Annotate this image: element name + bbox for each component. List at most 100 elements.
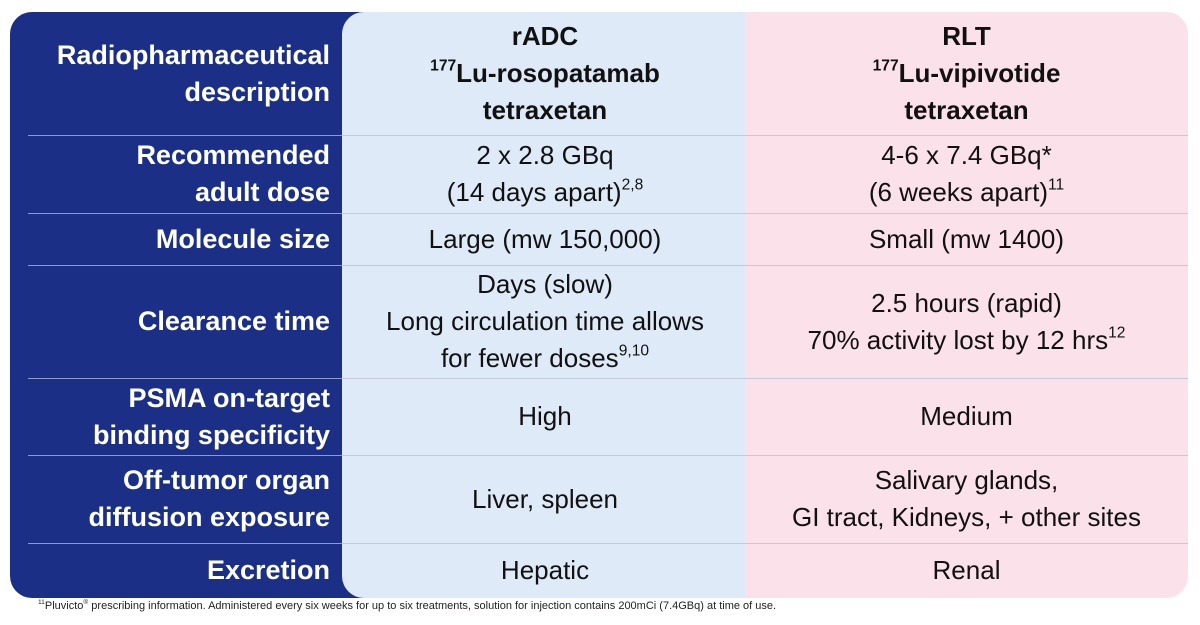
- text: Long circulation time allows: [386, 306, 704, 336]
- row-separator: [342, 135, 1188, 136]
- cell-line: tetraxetan: [745, 92, 1188, 129]
- text: Small (mw 1400): [868, 223, 1065, 254]
- row-label: Molecule size: [12, 213, 330, 265]
- cell-line: Renal: [745, 552, 1188, 589]
- row-separator: [28, 265, 342, 266]
- text: Days (slow): [477, 269, 613, 299]
- text: 70% activity lost by 12 hrs: [807, 324, 1109, 355]
- row-separator: [342, 265, 1188, 266]
- cell-line: for fewer doses9,10: [345, 340, 745, 377]
- superscript: 177: [872, 57, 899, 75]
- table-cell: High: [345, 378, 745, 455]
- cell-line: High: [345, 398, 745, 435]
- right-column: [720, 12, 1188, 598]
- table-cell: Medium: [745, 378, 1188, 455]
- cell-line: 2.5 hours (rapid): [745, 285, 1188, 322]
- text: High: [518, 401, 572, 431]
- text: 2.5 hours (rapid): [871, 287, 1062, 318]
- text: 2 x 2.8 GBq: [476, 140, 614, 170]
- table-cell: 2 x 2.8 GBq (14 days apart)2,8: [345, 135, 745, 213]
- row-separator: [342, 213, 1188, 214]
- text: Large (mw 150,000): [428, 223, 662, 254]
- cell-line: Small (mw 1400): [745, 221, 1188, 258]
- row-separator: [28, 455, 342, 456]
- footnote: 11Pluvicto® prescribing information. Adm…: [38, 599, 776, 612]
- cell-line: rADC: [345, 18, 745, 55]
- label-line: binding specificity: [92, 419, 330, 450]
- label-line: adult dose: [194, 177, 330, 207]
- text: RLT: [942, 21, 991, 51]
- row-separator: [28, 378, 342, 379]
- text: Renal: [932, 555, 1001, 585]
- row-label: Radiopharmaceutical description: [12, 12, 330, 135]
- text: Medium: [920, 401, 1013, 431]
- cell-line: Long circulation time allows: [345, 303, 745, 340]
- text: (6 weeks apart): [868, 177, 1048, 207]
- table-cell: 4-6 x 7.4 GBq* (6 weeks apart)11: [745, 135, 1188, 213]
- text: rADC: [511, 21, 579, 51]
- cell-line: Hepatic: [345, 552, 745, 589]
- label-line: Radiopharmaceutical: [56, 39, 330, 70]
- table-cell: rADC 177Lu-rosopatamab tetraxetan: [345, 12, 745, 135]
- text: Lu-rosopatamab: [456, 58, 660, 88]
- cell-line: Salivary glands,: [745, 462, 1188, 499]
- cell-line: Large (mw 150,000): [345, 221, 745, 258]
- table-cell: Hepatic: [345, 543, 745, 598]
- cell-line: Days (slow): [345, 266, 745, 303]
- label-line: diffusion exposure: [88, 502, 330, 532]
- table-cell: Liver, spleen: [345, 455, 745, 543]
- label-line: Clearance time: [137, 306, 330, 336]
- superscript: 177: [430, 57, 457, 75]
- text: Liver, spleen: [472, 483, 618, 514]
- table-cell: Small (mw 1400): [745, 213, 1188, 265]
- cell-line: Medium: [745, 398, 1188, 435]
- superscript: 9,10: [618, 342, 650, 360]
- label-line: description: [184, 76, 330, 107]
- row-separator: [342, 543, 1188, 544]
- label-line: Molecule size: [155, 223, 330, 254]
- row-label: Off-tumor organ diffusion exposure: [12, 455, 330, 543]
- row-label: Recommended adult dose: [12, 135, 330, 213]
- row-separator: [28, 543, 342, 544]
- text: GI tract, Kidneys, + other sites: [792, 502, 1141, 532]
- text: Salivary glands,: [874, 465, 1059, 495]
- row-label: PSMA on-target binding specificity: [12, 378, 330, 455]
- row-separator: [28, 213, 342, 214]
- cell-line: Liver, spleen: [345, 481, 745, 518]
- row-separator: [342, 378, 1188, 379]
- text: Lu-vipivotide: [898, 58, 1061, 88]
- table-cell: Salivary glands, GI tract, Kidneys, + oth…: [745, 455, 1188, 543]
- superscript: 11: [38, 599, 45, 607]
- cell-line: 4-6 x 7.4 GBq*: [745, 137, 1188, 174]
- table-cell: 2.5 hours (rapid) 70% activity lost by 12…: [745, 265, 1188, 378]
- label-line: PSMA on-target: [128, 382, 331, 413]
- cell-line: 2 x 2.8 GBq: [345, 137, 745, 174]
- row-separator: [28, 135, 342, 136]
- row-label: Clearance time: [12, 265, 330, 378]
- superscript: 12: [1108, 323, 1126, 341]
- text: for fewer doses: [440, 343, 619, 373]
- superscript: ®: [83, 599, 89, 607]
- cell-line: 70% activity lost by 12 hrs12: [745, 322, 1188, 359]
- cell-line: GI tract, Kidneys, + other sites: [745, 499, 1188, 536]
- text: 4-6 x 7.4 GBq*: [881, 140, 1052, 170]
- text: Hepatic: [500, 555, 590, 585]
- table-cell: Renal: [745, 543, 1188, 598]
- cell-line: tetraxetan: [345, 92, 745, 129]
- label-line: Off-tumor organ: [123, 465, 330, 495]
- middle-column: [342, 12, 745, 598]
- cell-line: 177Lu-vipivotide: [745, 55, 1188, 92]
- superscript: 2,8: [621, 176, 644, 194]
- table-cell: RLT 177Lu-vipivotide tetraxetan: [745, 12, 1188, 135]
- cell-line: (14 days apart)2,8: [345, 174, 745, 211]
- text: tetraxetan: [482, 95, 608, 125]
- text: (14 days apart): [446, 177, 622, 207]
- table-cell: Days (slow) Long circulation time allows f…: [345, 265, 745, 378]
- row-separator: [342, 455, 1188, 456]
- label-line: Recommended: [136, 140, 330, 170]
- text: tetraxetan: [904, 95, 1029, 125]
- row-label: Excretion: [12, 543, 330, 598]
- label-line: Excretion: [206, 555, 330, 585]
- text: Pluvicto: [44, 600, 84, 612]
